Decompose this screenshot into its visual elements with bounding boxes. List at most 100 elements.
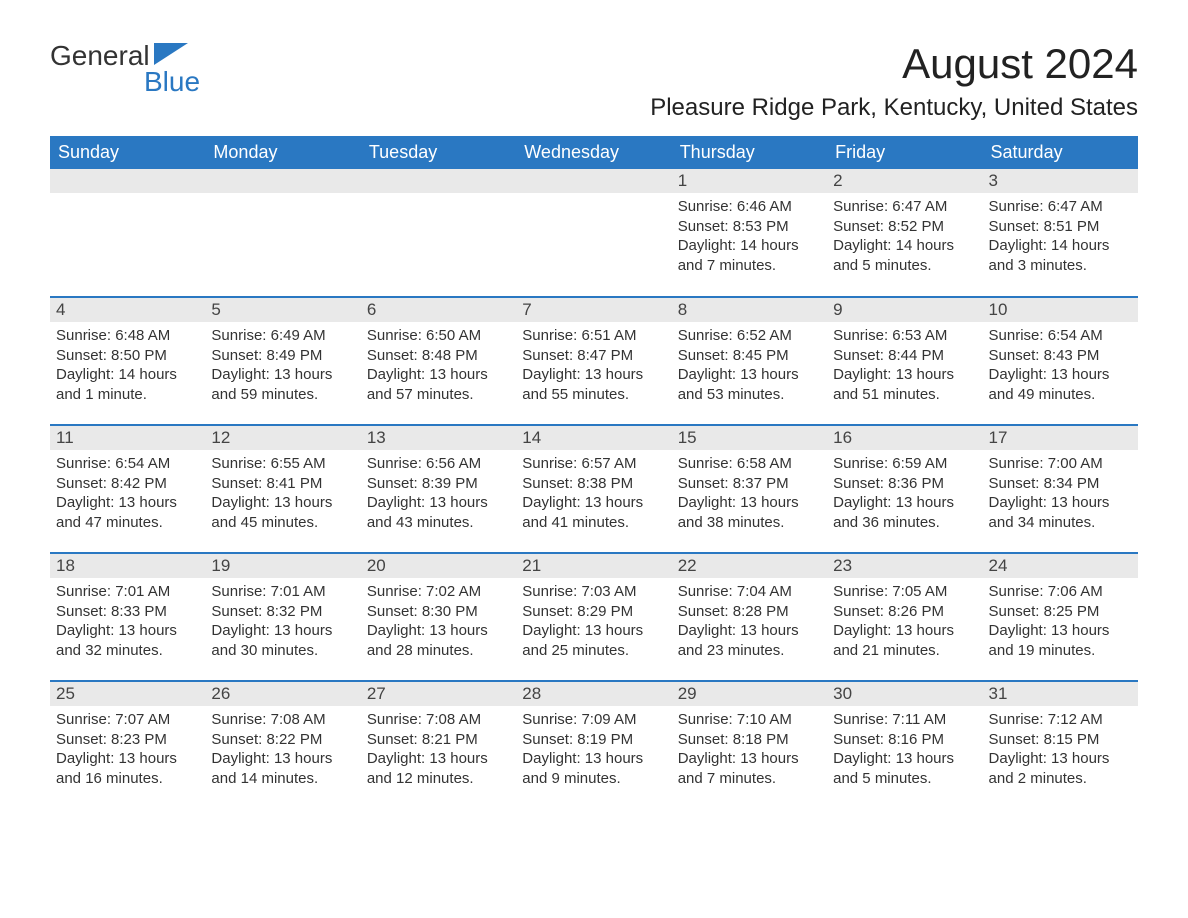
calendar-cell: 3Sunrise: 6:47 AMSunset: 8:51 PMDaylight… — [983, 169, 1138, 297]
daylight-line: Daylight: 13 hours and 9 minutes. — [522, 749, 665, 788]
day-details: Sunrise: 6:59 AMSunset: 8:36 PMDaylight:… — [827, 450, 982, 536]
sunrise-line: Sunrise: 6:53 AM — [833, 326, 976, 346]
calendar-week: 18Sunrise: 7:01 AMSunset: 8:33 PMDayligh… — [50, 553, 1138, 681]
sunset-line: Sunset: 8:42 PM — [56, 474, 199, 494]
day-details: Sunrise: 7:08 AMSunset: 8:21 PMDaylight:… — [361, 706, 516, 792]
sunrise-line: Sunrise: 6:47 AM — [833, 197, 976, 217]
calendar-cell: 13Sunrise: 6:56 AMSunset: 8:39 PMDayligh… — [361, 425, 516, 553]
day-details: Sunrise: 7:01 AMSunset: 8:33 PMDaylight:… — [50, 578, 205, 664]
sunrise-line: Sunrise: 6:54 AM — [989, 326, 1132, 346]
daylight-line: Daylight: 13 hours and 36 minutes. — [833, 493, 976, 532]
sunrise-line: Sunrise: 6:50 AM — [367, 326, 510, 346]
daylight-line: Daylight: 13 hours and 16 minutes. — [56, 749, 199, 788]
brand-word2: Blue — [144, 66, 200, 98]
day-number: 23 — [827, 554, 982, 578]
calendar-cell: 2Sunrise: 6:47 AMSunset: 8:52 PMDaylight… — [827, 169, 982, 297]
calendar-cell: 5Sunrise: 6:49 AMSunset: 8:49 PMDaylight… — [205, 297, 360, 425]
sunrise-line: Sunrise: 7:01 AM — [56, 582, 199, 602]
day-number: 21 — [516, 554, 671, 578]
sunrise-line: Sunrise: 7:04 AM — [678, 582, 821, 602]
sunrise-line: Sunrise: 6:46 AM — [678, 197, 821, 217]
daylight-line: Daylight: 13 hours and 25 minutes. — [522, 621, 665, 660]
daylight-line: Daylight: 13 hours and 57 minutes. — [367, 365, 510, 404]
day-number — [516, 169, 671, 193]
day-header: Sunday — [50, 136, 205, 169]
day-number: 26 — [205, 682, 360, 706]
daylight-line: Daylight: 13 hours and 38 minutes. — [678, 493, 821, 532]
day-details: Sunrise: 7:06 AMSunset: 8:25 PMDaylight:… — [983, 578, 1138, 664]
day-details: Sunrise: 7:05 AMSunset: 8:26 PMDaylight:… — [827, 578, 982, 664]
sunrise-line: Sunrise: 7:11 AM — [833, 710, 976, 730]
daylight-line: Daylight: 13 hours and 49 minutes. — [989, 365, 1132, 404]
sunset-line: Sunset: 8:51 PM — [989, 217, 1132, 237]
day-number: 29 — [672, 682, 827, 706]
sunset-line: Sunset: 8:48 PM — [367, 346, 510, 366]
daylight-line: Daylight: 13 hours and 51 minutes. — [833, 365, 976, 404]
day-details: Sunrise: 6:54 AMSunset: 8:42 PMDaylight:… — [50, 450, 205, 536]
day-number: 6 — [361, 298, 516, 322]
day-number: 13 — [361, 426, 516, 450]
daylight-line: Daylight: 13 hours and 30 minutes. — [211, 621, 354, 660]
calendar-cell — [516, 169, 671, 297]
sunset-line: Sunset: 8:22 PM — [211, 730, 354, 750]
sunset-line: Sunset: 8:47 PM — [522, 346, 665, 366]
daylight-line: Daylight: 13 hours and 59 minutes. — [211, 365, 354, 404]
calendar-cell: 23Sunrise: 7:05 AMSunset: 8:26 PMDayligh… — [827, 553, 982, 681]
brand-word1: General — [50, 40, 150, 72]
day-number: 24 — [983, 554, 1138, 578]
calendar-cell: 10Sunrise: 6:54 AMSunset: 8:43 PMDayligh… — [983, 297, 1138, 425]
calendar-cell: 8Sunrise: 6:52 AMSunset: 8:45 PMDaylight… — [672, 297, 827, 425]
sunrise-line: Sunrise: 7:00 AM — [989, 454, 1132, 474]
day-details: Sunrise: 7:00 AMSunset: 8:34 PMDaylight:… — [983, 450, 1138, 536]
daylight-line: Daylight: 14 hours and 7 minutes. — [678, 236, 821, 275]
day-details: Sunrise: 6:49 AMSunset: 8:49 PMDaylight:… — [205, 322, 360, 408]
sunrise-line: Sunrise: 6:52 AM — [678, 326, 821, 346]
calendar-cell: 4Sunrise: 6:48 AMSunset: 8:50 PMDaylight… — [50, 297, 205, 425]
sunrise-line: Sunrise: 7:03 AM — [522, 582, 665, 602]
sunset-line: Sunset: 8:16 PM — [833, 730, 976, 750]
day-details: Sunrise: 6:47 AMSunset: 8:51 PMDaylight:… — [983, 193, 1138, 279]
calendar-cell: 24Sunrise: 7:06 AMSunset: 8:25 PMDayligh… — [983, 553, 1138, 681]
day-header: Monday — [205, 136, 360, 169]
day-details: Sunrise: 6:50 AMSunset: 8:48 PMDaylight:… — [361, 322, 516, 408]
sunset-line: Sunset: 8:30 PM — [367, 602, 510, 622]
day-number: 20 — [361, 554, 516, 578]
calendar-table: SundayMondayTuesdayWednesdayThursdayFrid… — [50, 136, 1138, 809]
sunset-line: Sunset: 8:15 PM — [989, 730, 1132, 750]
daylight-line: Daylight: 13 hours and 41 minutes. — [522, 493, 665, 532]
day-details: Sunrise: 6:52 AMSunset: 8:45 PMDaylight:… — [672, 322, 827, 408]
sunrise-line: Sunrise: 6:57 AM — [522, 454, 665, 474]
day-number: 9 — [827, 298, 982, 322]
daylight-line: Daylight: 13 hours and 32 minutes. — [56, 621, 199, 660]
daylight-line: Daylight: 13 hours and 28 minutes. — [367, 621, 510, 660]
daylight-line: Daylight: 13 hours and 45 minutes. — [211, 493, 354, 532]
day-number: 25 — [50, 682, 205, 706]
sunset-line: Sunset: 8:53 PM — [678, 217, 821, 237]
calendar-cell: 16Sunrise: 6:59 AMSunset: 8:36 PMDayligh… — [827, 425, 982, 553]
sunset-line: Sunset: 8:29 PM — [522, 602, 665, 622]
day-number: 15 — [672, 426, 827, 450]
day-details: Sunrise: 6:51 AMSunset: 8:47 PMDaylight:… — [516, 322, 671, 408]
daylight-line: Daylight: 13 hours and 34 minutes. — [989, 493, 1132, 532]
calendar-cell: 18Sunrise: 7:01 AMSunset: 8:33 PMDayligh… — [50, 553, 205, 681]
calendar-cell: 12Sunrise: 6:55 AMSunset: 8:41 PMDayligh… — [205, 425, 360, 553]
sunrise-line: Sunrise: 6:47 AM — [989, 197, 1132, 217]
sunset-line: Sunset: 8:25 PM — [989, 602, 1132, 622]
sunset-line: Sunset: 8:26 PM — [833, 602, 976, 622]
day-details: Sunrise: 6:46 AMSunset: 8:53 PMDaylight:… — [672, 193, 827, 279]
sunrise-line: Sunrise: 6:51 AM — [522, 326, 665, 346]
sunset-line: Sunset: 8:45 PM — [678, 346, 821, 366]
calendar-cell: 20Sunrise: 7:02 AMSunset: 8:30 PMDayligh… — [361, 553, 516, 681]
sunrise-line: Sunrise: 7:08 AM — [367, 710, 510, 730]
calendar-cell: 22Sunrise: 7:04 AMSunset: 8:28 PMDayligh… — [672, 553, 827, 681]
day-number: 10 — [983, 298, 1138, 322]
daylight-line: Daylight: 14 hours and 5 minutes. — [833, 236, 976, 275]
day-number: 4 — [50, 298, 205, 322]
day-details: Sunrise: 7:03 AMSunset: 8:29 PMDaylight:… — [516, 578, 671, 664]
sunrise-line: Sunrise: 6:49 AM — [211, 326, 354, 346]
day-details: Sunrise: 6:48 AMSunset: 8:50 PMDaylight:… — [50, 322, 205, 408]
day-details: Sunrise: 6:47 AMSunset: 8:52 PMDaylight:… — [827, 193, 982, 279]
sunset-line: Sunset: 8:18 PM — [678, 730, 821, 750]
sunset-line: Sunset: 8:19 PM — [522, 730, 665, 750]
sunrise-line: Sunrise: 7:12 AM — [989, 710, 1132, 730]
